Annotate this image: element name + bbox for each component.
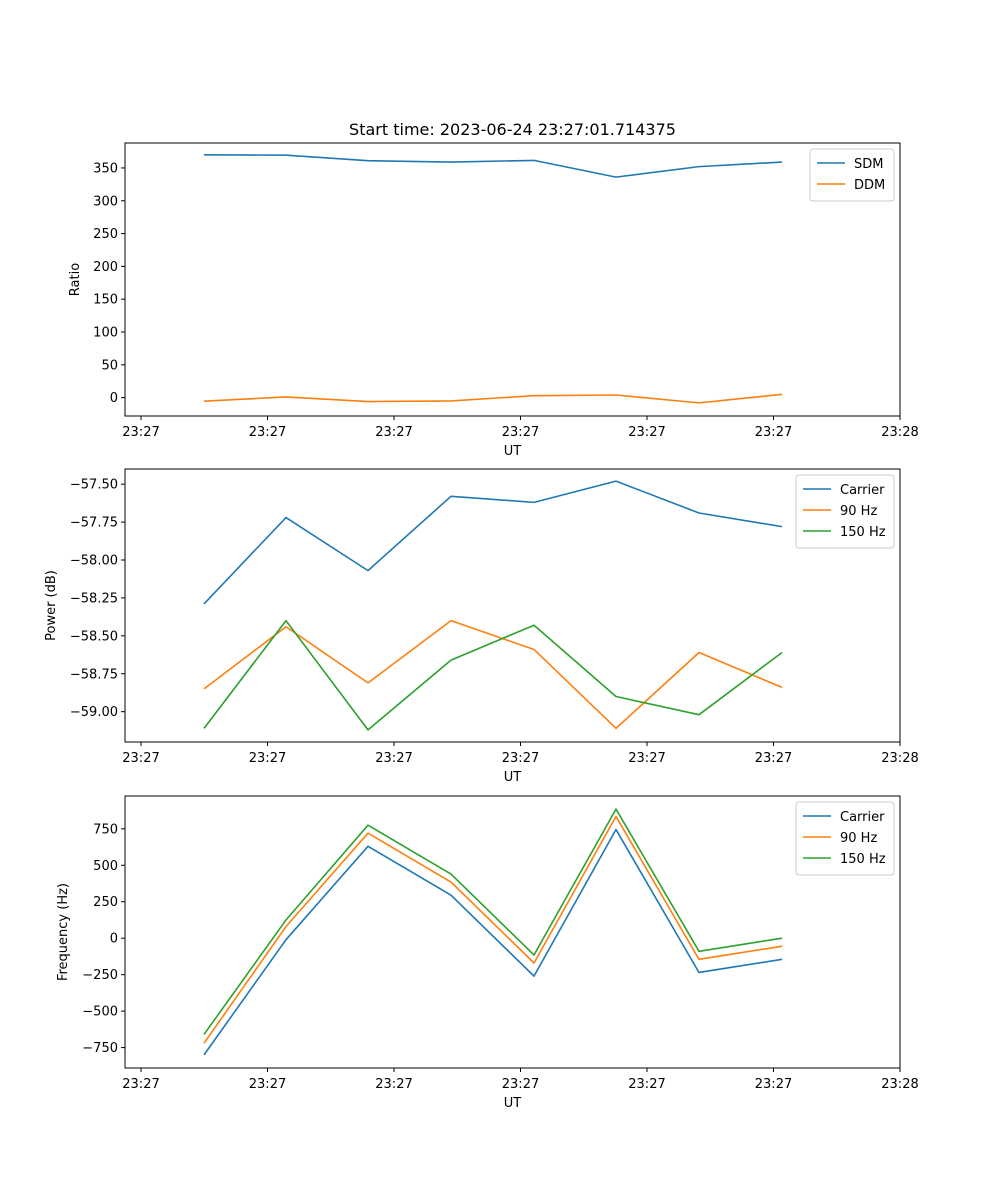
y-tick-label: −58.00 <box>70 554 118 569</box>
subplot-3: 23:27 23:27 23:27 23:27 23:27 23:27 23:28 −750 −… <box>56 795 919 1111</box>
x-tick-label: 23:27 <box>502 425 539 440</box>
y-tick-label: 500 <box>93 859 118 874</box>
legend-label: 150 Hz <box>840 525 886 540</box>
y-axis-label: Power (dB) <box>44 570 59 641</box>
legend-label: SDM <box>854 157 883 172</box>
plot-frame <box>124 468 901 743</box>
x-tick-label: 23:27 <box>755 425 792 440</box>
legend-frame <box>795 474 895 549</box>
x-tick-label: 23:27 <box>375 751 412 766</box>
legend-label: Carrier <box>840 810 885 825</box>
legend-frame <box>809 148 895 202</box>
x-tick-label: 23:27 <box>122 1077 159 1092</box>
y-tick-label: −58.75 <box>70 667 118 682</box>
x-axis-label: UT <box>504 444 522 459</box>
subplot-1: Start time: 2023-06-24 23:27:01.714375 23… <box>68 120 919 459</box>
y-tick-label: −57.50 <box>70 478 118 493</box>
series-line-150-hz <box>203 619 783 731</box>
x-tick-label: 23:27 <box>375 425 412 440</box>
x-tick-label: 23:27 <box>122 751 159 766</box>
y-tick-label: −750 <box>82 1041 118 1056</box>
y-tick-label: −58.50 <box>70 629 118 644</box>
series-line-90-hz <box>203 619 783 730</box>
plot-frame <box>124 795 901 1069</box>
y-tick-label: 250 <box>93 895 118 910</box>
x-tick-label: 23:27 <box>249 751 286 766</box>
y-tick-label: 100 <box>93 326 118 341</box>
series-line-carrier <box>203 480 783 605</box>
y-tick-label: −500 <box>82 1005 118 1020</box>
x-tick-label: 23:27 <box>755 751 792 766</box>
x-axis-label: UT <box>504 770 522 785</box>
legend-label: 90 Hz <box>840 504 877 519</box>
x-tick-label: 23:27 <box>249 1077 286 1092</box>
legend-label: 150 Hz <box>840 852 886 867</box>
legend-label: Carrier <box>840 483 885 498</box>
legend-label: 90 Hz <box>840 831 877 846</box>
legend: Carrier 90 Hz 150 Hz <box>795 474 895 549</box>
plot-frame <box>124 142 901 417</box>
chart-title: Start time: 2023-06-24 23:27:01.714375 <box>349 120 676 139</box>
series-line-sdm <box>203 154 783 178</box>
x-tick-label: 23:28 <box>881 425 918 440</box>
x-tick-label: 23:27 <box>755 1077 792 1092</box>
y-tick-label: −59.00 <box>70 705 118 720</box>
x-tick-label: 23:27 <box>122 425 159 440</box>
legend: SDM DDM <box>809 148 895 202</box>
series-line-150-hz <box>203 808 783 1035</box>
y-tick-label: −58.25 <box>70 591 118 606</box>
legend-label: DDM <box>854 178 885 193</box>
legend-frame <box>795 801 895 876</box>
y-axis-label: Frequency (Hz) <box>56 883 71 981</box>
y-tick-label: 750 <box>93 822 118 837</box>
x-tick-label: 23:28 <box>881 1077 918 1092</box>
x-tick-label: 23:27 <box>628 751 665 766</box>
x-tick-label: 23:27 <box>502 751 539 766</box>
series-line-carrier <box>203 828 783 1056</box>
series-line-90-hz <box>203 815 783 1044</box>
x-tick-label: 23:27 <box>628 425 665 440</box>
y-tick-label: 0 <box>110 391 118 406</box>
x-tick-label: 23:27 <box>249 425 286 440</box>
subplot-2: 23:27 23:27 23:27 23:27 23:27 23:27 23:28 −59.0… <box>44 468 919 785</box>
y-tick-label: 350 <box>93 161 118 176</box>
legend: Carrier 90 Hz 150 Hz <box>795 801 895 876</box>
x-tick-label: 23:28 <box>881 751 918 766</box>
y-tick-label: 200 <box>93 260 118 275</box>
y-tick-label: −250 <box>82 968 118 983</box>
y-tick-label: 250 <box>93 227 118 242</box>
y-tick-label: −57.75 <box>70 516 118 531</box>
y-tick-label: 50 <box>101 358 118 373</box>
y-tick-label: 300 <box>93 194 118 209</box>
y-tick-label: 0 <box>110 932 118 947</box>
x-tick-label: 23:27 <box>502 1077 539 1092</box>
y-axis-label: Ratio <box>68 263 83 296</box>
y-tick-label: 150 <box>93 293 118 308</box>
x-axis-label: UT <box>504 1096 522 1111</box>
series-line-ddm <box>203 393 783 404</box>
x-tick-label: 23:27 <box>375 1077 412 1092</box>
x-tick-label: 23:27 <box>628 1077 665 1092</box>
